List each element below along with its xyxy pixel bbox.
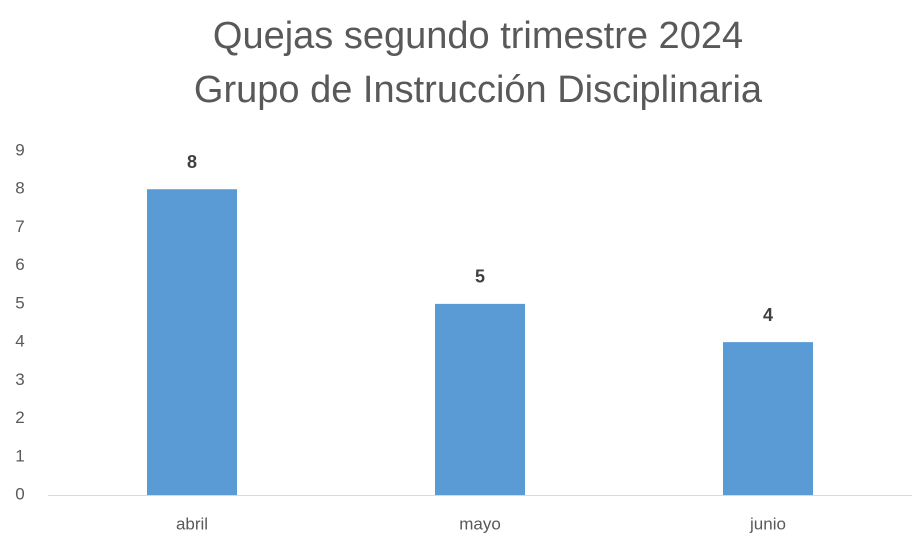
y-tick-label: 7: [15, 217, 24, 236]
x-tick-label: junio: [749, 514, 786, 533]
y-tick-label: 8: [15, 179, 24, 198]
y-tick-label: 1: [15, 446, 24, 465]
chart-title: Grupo de Instrucción Disciplinaria: [194, 69, 763, 111]
bar: [435, 303, 525, 495]
bar: [723, 342, 813, 495]
data-label: 5: [475, 267, 485, 287]
y-tick-label: 9: [15, 140, 24, 159]
y-tick-label: 0: [15, 484, 24, 503]
y-tick-label: 4: [15, 332, 24, 351]
data-label: 8: [187, 152, 197, 172]
y-tick-label: 2: [15, 408, 24, 427]
y-tick-label: 3: [15, 370, 24, 389]
chart-title: Quejas segundo trimestre 2024: [213, 15, 743, 57]
y-tick-label: 5: [15, 293, 24, 312]
x-tick-label: abril: [176, 514, 208, 533]
x-tick-label: mayo: [459, 514, 501, 533]
bar: [147, 189, 237, 495]
y-tick-label: 6: [15, 255, 24, 274]
data-label: 4: [763, 305, 773, 325]
